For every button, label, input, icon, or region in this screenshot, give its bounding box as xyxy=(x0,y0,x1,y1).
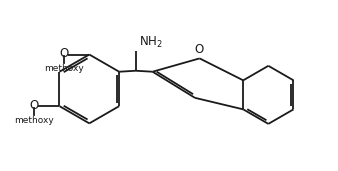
Text: O: O xyxy=(194,43,203,56)
Text: methoxy: methoxy xyxy=(44,64,83,73)
Text: NH$_2$: NH$_2$ xyxy=(139,35,163,50)
Text: O: O xyxy=(59,47,68,60)
Text: methoxy: methoxy xyxy=(14,116,54,125)
Text: O: O xyxy=(29,99,39,112)
